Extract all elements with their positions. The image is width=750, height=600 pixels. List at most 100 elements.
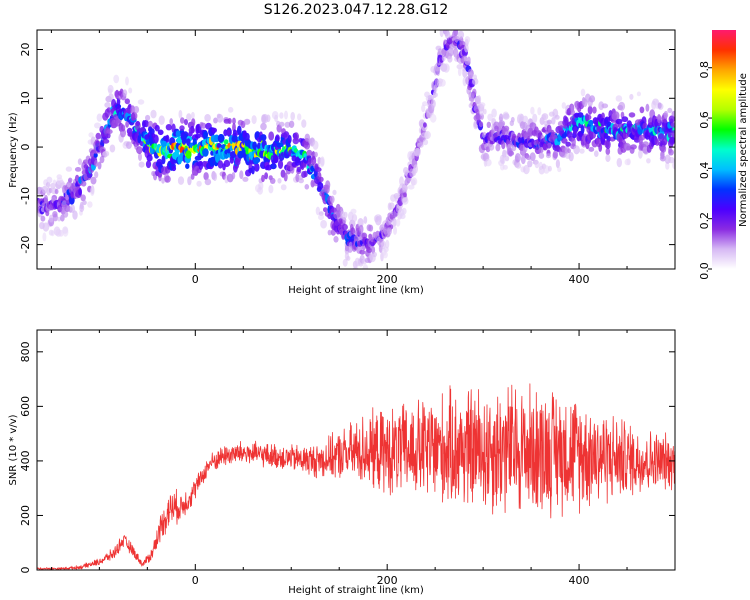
spectrogram-cell	[592, 106, 597, 114]
spectrogram-cell	[514, 153, 521, 163]
spectrogram-cell	[212, 172, 218, 182]
spectrogram-cell	[573, 126, 578, 135]
spectrogram-cell	[253, 163, 260, 172]
spectrogram-cell	[601, 103, 609, 109]
spectrogram-cell	[343, 211, 348, 219]
spectrogram-cell	[501, 156, 506, 165]
spectrogram-cell	[395, 218, 401, 227]
colorbar-label: Normalized spectral amplitude	[738, 73, 749, 227]
spectrogram-cell	[288, 120, 295, 128]
spectrogram-cell	[268, 184, 274, 194]
spectrogram-cell	[504, 155, 510, 162]
spectrogram-cell	[346, 255, 351, 261]
spectrogram-panel: 0 200 400 -20 -10 0 10 20 Height of straight li…	[8, 18, 676, 296]
spectrogram-cell	[227, 118, 232, 124]
spectrogram-cell	[213, 134, 220, 143]
spectrogram-cell	[164, 175, 171, 183]
snr-ylabel: SNR (10 * v/v)	[8, 414, 19, 485]
spectrogram-cell	[243, 118, 251, 125]
spectrogram-cell	[464, 43, 469, 53]
spectrogram-cell	[594, 150, 599, 157]
spectrogram-cell	[202, 148, 209, 157]
spectrogram-cell	[557, 166, 562, 173]
spectrogram-cell	[188, 127, 195, 134]
spectrogram-cell	[358, 224, 364, 234]
spectrogram-cell	[588, 120, 594, 125]
spectrogram-cell	[483, 108, 487, 115]
spectrogram-cell	[403, 192, 407, 198]
spectrogram-cell	[598, 101, 604, 111]
spectrogram-cell	[81, 180, 87, 187]
spectrogram-cell	[472, 88, 477, 97]
spectrogram-cell	[178, 109, 183, 119]
spectrogram-cell	[605, 140, 611, 150]
snr-panel: 0 200 400 0 200 400 600 800 Height of straight …	[8, 329, 676, 596]
spectrogram-cell	[668, 156, 675, 164]
spectrogram-cell	[359, 249, 366, 255]
spectrogram-cell	[223, 139, 229, 145]
spectrogram-cell	[462, 55, 468, 62]
spectrogram-cell	[242, 176, 249, 182]
spectrogram-cell	[668, 136, 675, 145]
spectrogram-cell	[52, 211, 58, 218]
spectrogram-cell	[251, 165, 255, 175]
spectrogram-cell	[498, 120, 506, 127]
spectrogram-cell	[585, 114, 592, 121]
spectrogram-cell	[87, 201, 93, 208]
spectrogram-cell	[228, 106, 234, 113]
snr-ytick-label: 800	[19, 341, 32, 362]
spectrogram-cell	[630, 144, 637, 150]
spectrogram-cell	[145, 114, 151, 121]
spectrogram-cell	[601, 112, 605, 120]
spectrogram-cell	[665, 161, 670, 170]
spectrogram-cell	[50, 230, 55, 237]
spectrogram-cell	[278, 121, 285, 127]
spectrogram-frame	[36, 29, 676, 270]
spectrogram-cell	[401, 197, 409, 205]
spectrogram-cell	[626, 145, 631, 151]
spectrogram-cell	[216, 143, 222, 148]
colorbar-gradient	[712, 30, 736, 269]
spectrogram-cell	[113, 74, 120, 84]
spectrogram-ticks: 0 200 400 -20 -10 0 10 20	[19, 30, 676, 286]
spectrogram-cell	[442, 18, 448, 24]
spectrogram-cell	[477, 95, 482, 104]
spectrogram-cell	[146, 154, 153, 162]
spectrogram-cell	[618, 101, 626, 111]
spectrogram-cell	[226, 129, 231, 136]
spectrogram-cell	[277, 159, 284, 169]
colorbar-tick-label: 0.8	[698, 61, 711, 79]
spectrogram-cell	[204, 114, 211, 122]
spectrogram-cell	[223, 159, 231, 168]
spectrogram-cell	[392, 217, 397, 227]
spectrogram-cell	[125, 120, 129, 128]
spectrogram-cell	[552, 150, 559, 159]
spectrogram-cell	[184, 119, 188, 126]
spectrogram-cell	[639, 106, 645, 114]
spectrogram-cell	[498, 113, 504, 122]
spectrogram-cell	[555, 159, 561, 169]
spectrogram-cell	[196, 180, 202, 187]
spectrogram-cell	[185, 163, 190, 169]
spectrogram-cell	[96, 113, 103, 122]
spectrogram-cell	[157, 129, 164, 136]
spectrogram-ytick-label: 10	[19, 91, 32, 105]
snr-xtick-label: 200	[377, 574, 398, 587]
spectrogram-cell	[318, 176, 324, 183]
spectrogram-cell	[104, 102, 111, 108]
spectrogram-cell	[264, 172, 268, 180]
spectrogram-cell	[143, 119, 149, 128]
spectrogram-cell	[301, 119, 307, 128]
spectrogram-cell	[171, 165, 177, 172]
spectrogram-cell	[456, 64, 463, 70]
spectrogram-cell	[150, 109, 157, 119]
spectrogram-cell	[351, 214, 358, 222]
spectrogram-cell	[589, 95, 596, 103]
spectrogram-cell	[393, 226, 397, 235]
spectrogram-cell	[93, 152, 98, 158]
spectrogram-cell	[616, 157, 622, 168]
spectrogram-cell	[457, 30, 465, 39]
spectrogram-cell	[530, 106, 535, 115]
snr-xtick-label: 400	[569, 574, 590, 587]
spectrogram-cell	[77, 158, 82, 165]
